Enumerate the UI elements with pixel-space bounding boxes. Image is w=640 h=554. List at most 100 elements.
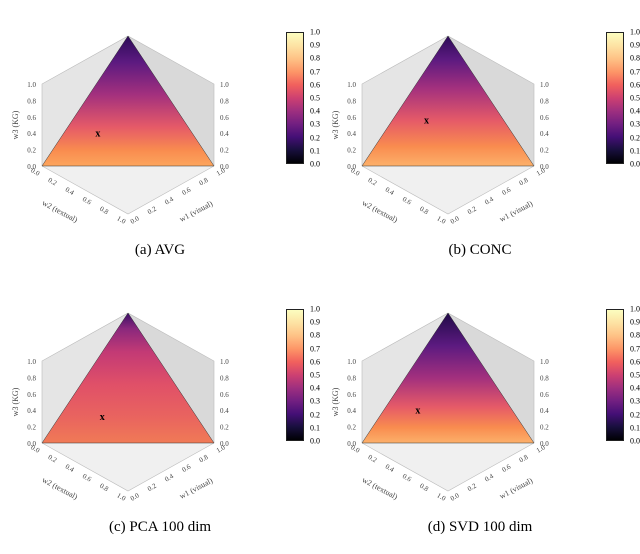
caption-b: (b) CONC <box>449 242 512 259</box>
svg-text:0.6: 0.6 <box>81 195 93 207</box>
svg-text:0.6: 0.6 <box>540 114 549 122</box>
svg-text:0.8: 0.8 <box>27 97 36 105</box>
axis-label-w1: w1 (visual) <box>178 199 214 224</box>
svg-text:0.2: 0.2 <box>27 424 36 432</box>
svg-text:0.6: 0.6 <box>347 114 356 122</box>
svg-text:0.8: 0.8 <box>418 482 430 494</box>
svg-text:0.8: 0.8 <box>98 205 110 217</box>
axis-label-w2: w2 (textual) <box>41 198 80 224</box>
svg-text:0.8: 0.8 <box>220 97 229 105</box>
svg-text:0.6: 0.6 <box>27 391 36 399</box>
svg-text:0.8: 0.8 <box>518 453 530 465</box>
svg-text:1.0: 1.0 <box>220 81 229 89</box>
svg-text:1.0: 1.0 <box>115 491 127 503</box>
svg-text:1.0: 1.0 <box>27 358 36 366</box>
svg-text:0.4: 0.4 <box>384 463 396 475</box>
svg-text:0.8: 0.8 <box>540 374 549 382</box>
caption-d: (d) SVD 100 dim <box>428 519 533 536</box>
plot-d-canvas: x0.00.20.40.60.81.00.00.20.40.60.81.00.0… <box>330 295 630 515</box>
svg-text:0.2: 0.2 <box>47 176 59 188</box>
best-point-marker: x <box>95 129 100 140</box>
axis-label-w3: w3 (KG) <box>331 110 340 139</box>
svg-text:0.8: 0.8 <box>347 97 356 105</box>
svg-text:0.4: 0.4 <box>483 195 495 207</box>
svg-text:1.0: 1.0 <box>347 81 356 89</box>
svg-text:0.2: 0.2 <box>220 147 229 155</box>
axis-label-w2: w2 (textual) <box>41 475 80 501</box>
svg-text:0.4: 0.4 <box>163 195 175 207</box>
svg-text:0.6: 0.6 <box>347 391 356 399</box>
svg-text:0.8: 0.8 <box>418 205 430 217</box>
svg-text:0.2: 0.2 <box>27 147 36 155</box>
svg-text:0.2: 0.2 <box>347 424 356 432</box>
svg-text:0.2: 0.2 <box>146 205 158 217</box>
svg-text:0.8: 0.8 <box>198 176 210 188</box>
svg-text:0.6: 0.6 <box>501 462 513 474</box>
svg-text:0.0: 0.0 <box>449 214 461 226</box>
svg-text:1.0: 1.0 <box>540 81 549 89</box>
svg-text:0.8: 0.8 <box>220 374 229 382</box>
axis-label-w3: w3 (KG) <box>11 387 20 416</box>
svg-text:1.0: 1.0 <box>27 81 36 89</box>
svg-text:0.4: 0.4 <box>347 407 356 415</box>
svg-text:0.4: 0.4 <box>220 407 229 415</box>
svg-text:0.4: 0.4 <box>163 472 175 484</box>
best-point-marker: x <box>100 412 105 423</box>
svg-text:0.2: 0.2 <box>540 424 549 432</box>
svg-text:0.2: 0.2 <box>220 424 229 432</box>
svg-text:0.8: 0.8 <box>540 97 549 105</box>
figure-grid: x0.00.20.40.60.81.00.00.20.40.60.81.00.0… <box>0 0 640 554</box>
axis-label-w3: w3 (KG) <box>331 387 340 416</box>
svg-text:0.2: 0.2 <box>367 453 379 465</box>
svg-text:0.4: 0.4 <box>64 186 76 198</box>
svg-text:0.2: 0.2 <box>466 205 478 217</box>
svg-text:0.2: 0.2 <box>466 482 478 494</box>
svg-text:0.4: 0.4 <box>27 130 36 138</box>
svg-text:0.2: 0.2 <box>47 453 59 465</box>
subplot-a: x0.00.20.40.60.81.00.00.20.40.60.81.00.0… <box>0 0 320 277</box>
svg-text:0.6: 0.6 <box>220 391 229 399</box>
svg-text:0.6: 0.6 <box>401 195 413 207</box>
caption-c: (c) PCA 100 dim <box>109 519 211 536</box>
svg-text:0.8: 0.8 <box>98 482 110 494</box>
axis-label-w1: w1 (visual) <box>498 199 534 224</box>
plot-c-canvas: x0.00.20.40.60.81.00.00.20.40.60.81.00.0… <box>10 295 310 515</box>
colorbar-ticks: 0.00.10.20.30.40.50.60.70.80.91.0 <box>574 309 604 441</box>
svg-text:0.6: 0.6 <box>220 114 229 122</box>
svg-text:0.6: 0.6 <box>501 185 513 197</box>
plot-b-canvas: x0.00.20.40.60.81.00.00.20.40.60.81.00.0… <box>330 18 630 238</box>
svg-text:0.4: 0.4 <box>384 186 396 198</box>
svg-text:0.2: 0.2 <box>146 482 158 494</box>
svg-text:0.6: 0.6 <box>181 462 193 474</box>
svg-text:1.0: 1.0 <box>435 491 447 503</box>
svg-text:0.8: 0.8 <box>518 176 530 188</box>
svg-text:0.0: 0.0 <box>129 214 141 226</box>
svg-text:0.6: 0.6 <box>27 114 36 122</box>
svg-text:0.6: 0.6 <box>540 391 549 399</box>
svg-text:0.4: 0.4 <box>220 130 229 138</box>
svg-text:0.8: 0.8 <box>198 453 210 465</box>
svg-text:0.8: 0.8 <box>27 374 36 382</box>
svg-text:0.2: 0.2 <box>367 176 379 188</box>
svg-text:0.4: 0.4 <box>347 130 356 138</box>
svg-text:0.4: 0.4 <box>64 463 76 475</box>
axis-label-w3: w3 (KG) <box>11 110 20 139</box>
axis-label-w1: w1 (visual) <box>178 476 214 501</box>
svg-text:0.4: 0.4 <box>483 472 495 484</box>
svg-text:0.6: 0.6 <box>81 472 93 484</box>
svg-text:0.2: 0.2 <box>540 147 549 155</box>
subplot-c: x0.00.20.40.60.81.00.00.20.40.60.81.00.0… <box>0 277 320 554</box>
svg-text:0.6: 0.6 <box>401 472 413 484</box>
svg-text:1.0: 1.0 <box>115 214 127 226</box>
svg-text:0.4: 0.4 <box>540 407 549 415</box>
best-point-marker: x <box>415 406 420 417</box>
axis-label-w2: w2 (textual) <box>361 475 400 501</box>
axis-label-w1: w1 (visual) <box>498 476 534 501</box>
svg-text:1.0: 1.0 <box>347 358 356 366</box>
caption-a: (a) AVG <box>135 242 185 259</box>
svg-text:1.0: 1.0 <box>220 358 229 366</box>
subplot-d: x0.00.20.40.60.81.00.00.20.40.60.81.00.0… <box>320 277 640 554</box>
svg-text:0.4: 0.4 <box>540 130 549 138</box>
svg-text:0.2: 0.2 <box>347 147 356 155</box>
svg-text:0.6: 0.6 <box>181 185 193 197</box>
